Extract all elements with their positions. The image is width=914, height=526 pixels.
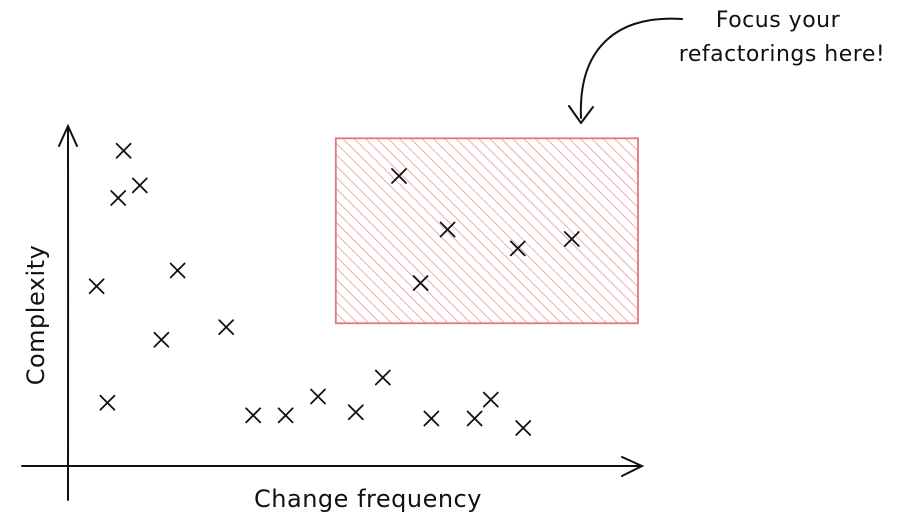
annotation-line-1: Focus your [716,8,841,33]
data-point [310,388,326,405]
data-point [110,190,127,206]
data-point [439,221,456,238]
data-point [515,420,532,436]
data-point [277,407,294,424]
data-point [131,177,148,194]
annotation-line-2: refactorings here! [679,42,885,67]
x-axis-arrowhead [621,456,645,477]
highlight-region [334,137,639,325]
x-axis-line [21,464,641,468]
data-point [115,142,132,159]
data-point [412,275,429,291]
data-point [509,240,526,257]
data-point [99,394,116,411]
data-point [423,410,440,427]
data-point [391,168,407,184]
axes [21,123,645,501]
data-point [153,331,170,348]
data-point [169,262,186,279]
data-points [88,142,580,436]
data-point [218,319,235,336]
y-axis-arrowhead [58,123,78,147]
data-point [482,391,499,408]
x-axis-label: Change frequency [254,485,482,513]
annotation-arrowhead [568,105,594,124]
data-point [88,278,105,295]
data-point [563,231,580,247]
annotation: Focus your refactorings here! [568,8,885,124]
y-axis-label: Complexity [22,245,50,386]
y-axis-line [66,127,70,501]
data-point [347,404,364,421]
data-point [374,369,391,386]
data-point [466,410,483,427]
annotation-arrow [579,17,683,119]
data-point [245,407,262,424]
